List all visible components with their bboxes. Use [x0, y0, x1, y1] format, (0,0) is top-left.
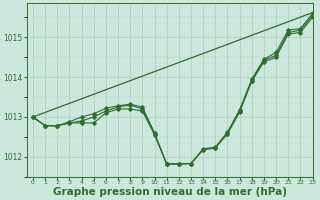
X-axis label: Graphe pression niveau de la mer (hPa): Graphe pression niveau de la mer (hPa) — [53, 187, 287, 197]
